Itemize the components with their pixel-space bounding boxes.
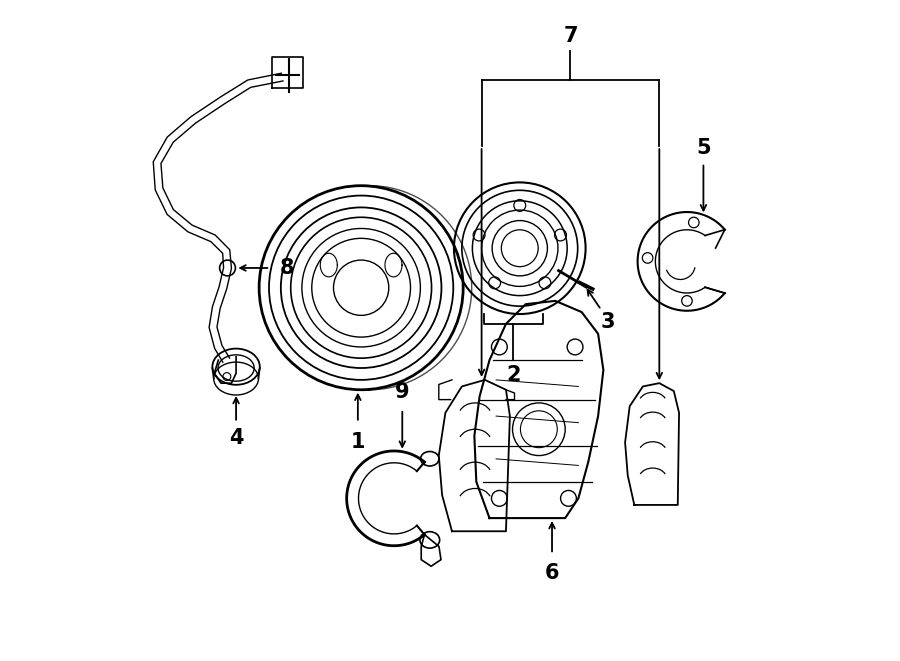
Text: 4: 4 [229,428,243,447]
Text: 8: 8 [280,258,294,278]
Text: 7: 7 [563,26,578,46]
Text: 3: 3 [600,312,616,332]
Text: 5: 5 [696,137,711,157]
Text: 1: 1 [351,432,365,452]
Text: 9: 9 [395,383,410,403]
Text: 2: 2 [506,366,520,385]
Text: 6: 6 [544,563,559,583]
